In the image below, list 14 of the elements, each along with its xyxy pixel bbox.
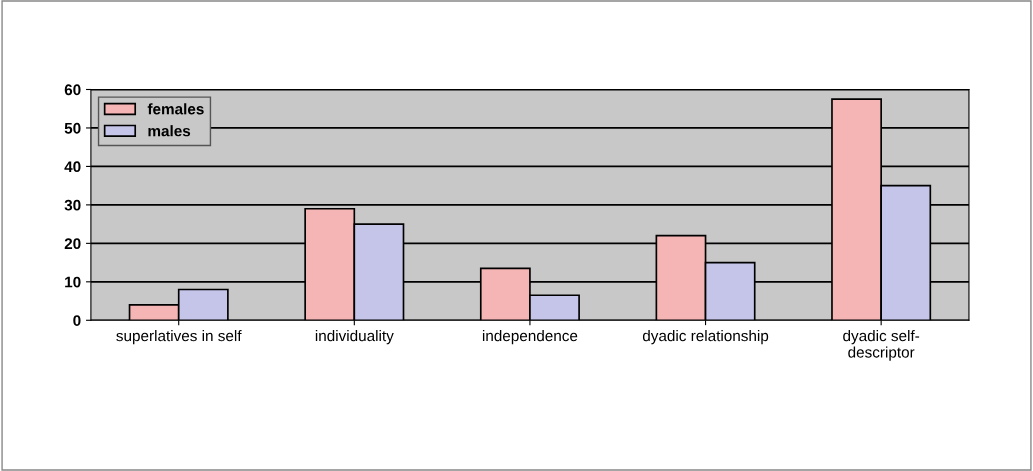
x-tick-label: dyadic self- descriptor bbox=[843, 330, 920, 361]
y-tick-label: 40 bbox=[64, 161, 81, 173]
y-tick-label: 20 bbox=[64, 238, 81, 250]
x-tick-label: dyadic relationship bbox=[642, 330, 769, 345]
x-tick-label: independence bbox=[482, 330, 578, 345]
y-tick-label: 30 bbox=[64, 199, 81, 211]
x-tick-label: individuality bbox=[315, 330, 394, 345]
y-tick-label: 50 bbox=[64, 122, 81, 134]
legend-label: males bbox=[148, 125, 191, 137]
y-tick-label: 60 bbox=[64, 84, 81, 96]
x-tick-label: superlatives in self bbox=[116, 330, 242, 345]
y-tick-label: 10 bbox=[65, 276, 81, 288]
legend-label: females bbox=[147, 103, 204, 115]
y-tick-label: 0 bbox=[73, 315, 81, 326]
